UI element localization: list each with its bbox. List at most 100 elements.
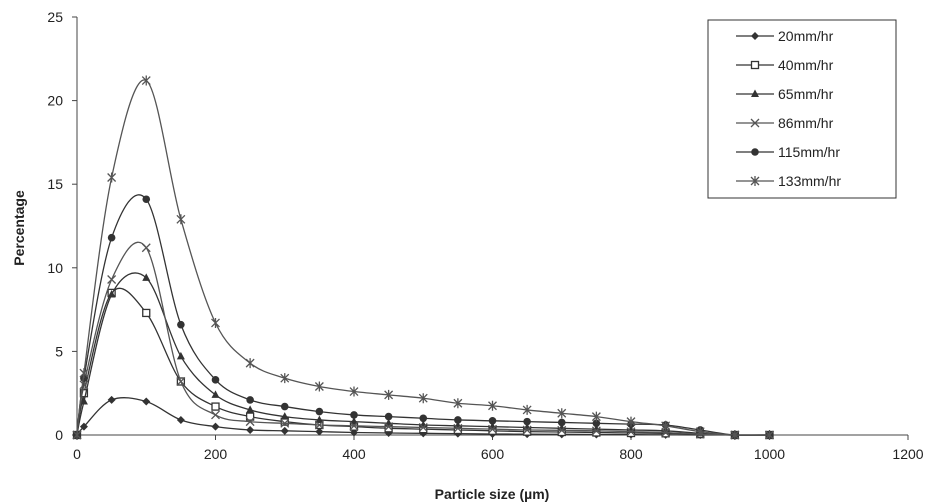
data-point [557, 408, 567, 419]
data-point [418, 393, 428, 404]
asterisk-marker [141, 75, 151, 86]
triangle-marker [107, 290, 116, 298]
asterisk-marker [730, 430, 740, 440]
data-point [592, 419, 601, 428]
data-point [280, 412, 289, 420]
legend-item: 86mm/hr [736, 115, 834, 131]
data-point [488, 416, 497, 425]
x-marker [661, 428, 671, 437]
x-tick-label: 0 [73, 446, 81, 462]
data-point [79, 422, 88, 431]
y-tick-label: 0 [55, 427, 63, 443]
data-point [280, 402, 289, 411]
triangle-marker [280, 412, 289, 420]
data-point [384, 422, 394, 432]
y-tick-label: 25 [47, 9, 63, 25]
data-point [591, 426, 601, 436]
series-line [76, 272, 770, 436]
legend-label: 40mm/hr [778, 57, 834, 73]
legend-label: 115mm/hr [778, 144, 840, 160]
asterisk-marker [695, 426, 705, 437]
circle-marker [419, 414, 428, 423]
triangle-marker [751, 89, 759, 97]
data-point [142, 273, 151, 281]
legend-items: 20mm/hr 40mm/hr 65mm/hr 86mm/hr 115mm/hr 133m… [736, 28, 841, 189]
data-point [661, 420, 671, 431]
data-point [349, 421, 359, 431]
square-marker [142, 308, 151, 318]
legend-label: 86mm/hr [778, 115, 834, 131]
x-marker [176, 377, 186, 386]
circle-marker [592, 419, 601, 428]
data-point [591, 411, 601, 422]
diamond-marker [79, 422, 88, 431]
y-ticks: 0 5 10 15 20 25 [47, 9, 77, 443]
circle-marker [80, 374, 88, 382]
circle-marker [280, 402, 289, 411]
data-point [107, 290, 116, 298]
x-marker [211, 410, 220, 420]
legend-item: 133mm/hr [736, 173, 841, 189]
x-marker [453, 423, 463, 433]
y-tick-label: 20 [47, 93, 63, 109]
x-marker [79, 380, 89, 390]
data-point [314, 420, 324, 430]
x-tick-label: 800 [619, 446, 643, 462]
triangle-marker [142, 273, 151, 281]
series-line [76, 241, 770, 436]
asterisk-marker [107, 172, 117, 183]
x-ticks: 0 200 400 600 800 1000 1200 [73, 435, 924, 462]
data-point [80, 374, 88, 382]
circle-marker [107, 233, 116, 242]
data-point [384, 389, 394, 400]
asterisk-marker [453, 398, 463, 409]
data-point [730, 430, 740, 440]
data-point [79, 368, 89, 379]
asterisk-marker [591, 411, 601, 422]
y-tick-label: 15 [47, 176, 63, 192]
data-point [79, 380, 89, 390]
asterisk-marker [661, 420, 671, 431]
series-86mm-hr [72, 241, 774, 440]
circle-marker [751, 148, 759, 156]
series-line [76, 79, 770, 436]
asterisk-marker [280, 373, 290, 384]
circle-marker [350, 411, 358, 419]
x-marker [107, 275, 117, 284]
data-point [626, 427, 636, 437]
data-point [626, 416, 636, 427]
legend-item: 40mm/hr [736, 57, 834, 73]
data-point [211, 402, 220, 411]
asterisk-marker [626, 416, 636, 427]
circle-marker [523, 417, 531, 426]
circle-marker [315, 407, 324, 416]
circle-marker [246, 396, 254, 404]
data-point [384, 412, 393, 421]
data-point [557, 425, 567, 435]
data-point [522, 425, 532, 435]
data-point [488, 424, 497, 434]
data-point [751, 89, 759, 97]
circle-marker [557, 418, 566, 427]
series-65mm-hr [73, 272, 774, 438]
data-point [107, 172, 117, 183]
x-tick-label: 200 [204, 446, 228, 462]
circle-marker [177, 320, 185, 329]
data-point [750, 176, 760, 186]
data-point [107, 233, 116, 242]
data-point [350, 411, 358, 419]
x-marker [626, 427, 636, 437]
data-point [557, 423, 566, 432]
data-point [350, 417, 358, 425]
data-point [142, 397, 151, 406]
data-point [695, 426, 705, 437]
data-point [557, 418, 566, 427]
data-point [211, 390, 220, 398]
diamond-marker [246, 425, 255, 434]
asterisk-marker [79, 368, 89, 379]
data-point [315, 427, 324, 436]
square-marker [79, 389, 89, 398]
data-point [245, 412, 255, 421]
series-layer [72, 75, 774, 440]
